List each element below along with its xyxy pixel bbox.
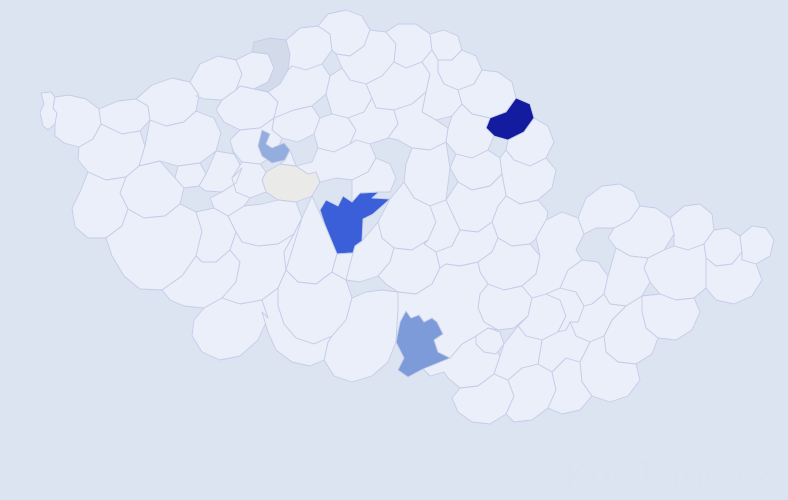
- district-kromeriz[interactable]: [570, 294, 626, 342]
- district-bruntal[interactable]: [608, 206, 674, 258]
- district-domazlice[interactable]: [72, 172, 128, 238]
- district-praha-jih[interactable]: [352, 158, 396, 202]
- district-sumperk[interactable]: [522, 212, 584, 298]
- district-vyskov-south[interactable]: [538, 322, 590, 372]
- district-layer[interactable]: [40, 10, 774, 424]
- district-beroun[interactable]: [280, 150, 296, 166]
- district-usti-nad-labem[interactable]: [286, 26, 332, 70]
- district-plzen-east[interactable]: [210, 168, 250, 216]
- district-jihlava-south[interactable]: [396, 262, 498, 358]
- district-pribram-south[interactable]: [262, 218, 332, 366]
- district-cesky-krumlov[interactable]: [192, 298, 268, 360]
- district-karvina[interactable]: [740, 226, 774, 264]
- district-tabor-south[interactable]: [316, 253, 353, 284]
- district-brno-venkov-east[interactable]: [494, 326, 542, 380]
